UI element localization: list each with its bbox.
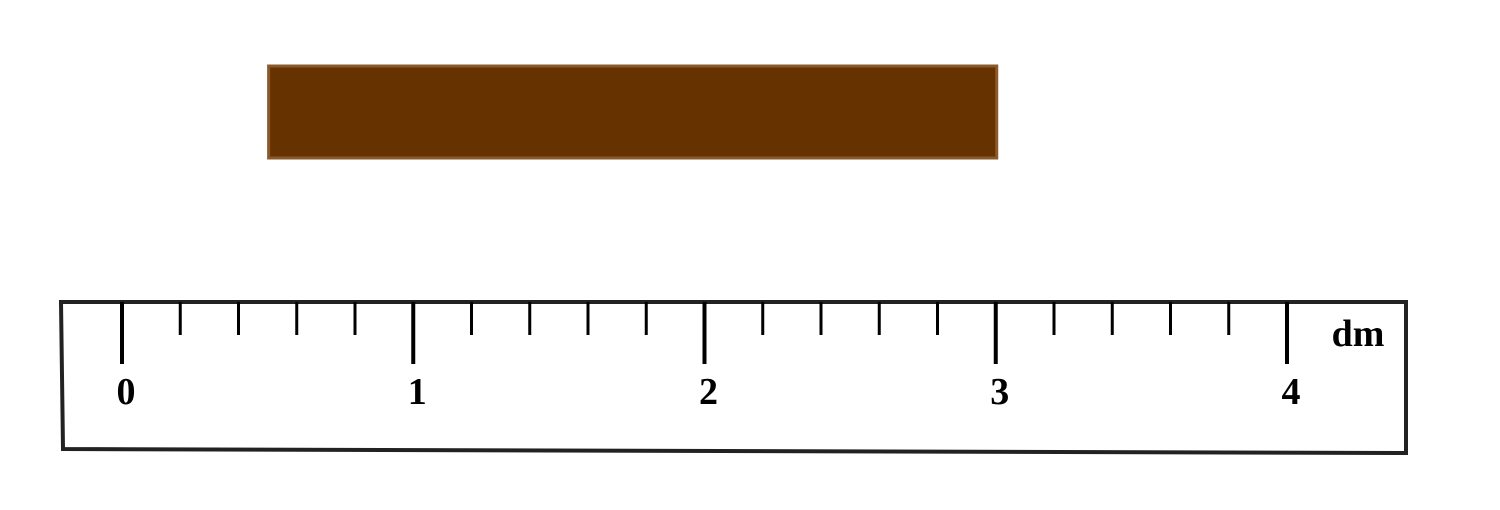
tick-label: 1 xyxy=(408,371,427,413)
tick-label: 3 xyxy=(990,371,1009,413)
tick-label: 0 xyxy=(117,371,136,413)
ruler-body xyxy=(58,300,1408,456)
ruler: 0 1 2 3 4 dm xyxy=(58,300,1408,456)
ruler-ticks xyxy=(120,302,1289,364)
measured-bar xyxy=(267,64,999,160)
tick-label: 2 xyxy=(699,371,718,413)
ruler-tick-labels: 0 1 2 3 4 xyxy=(117,371,1301,413)
tick-label: 4 xyxy=(1282,371,1301,413)
unit-label: dm xyxy=(1332,313,1385,355)
